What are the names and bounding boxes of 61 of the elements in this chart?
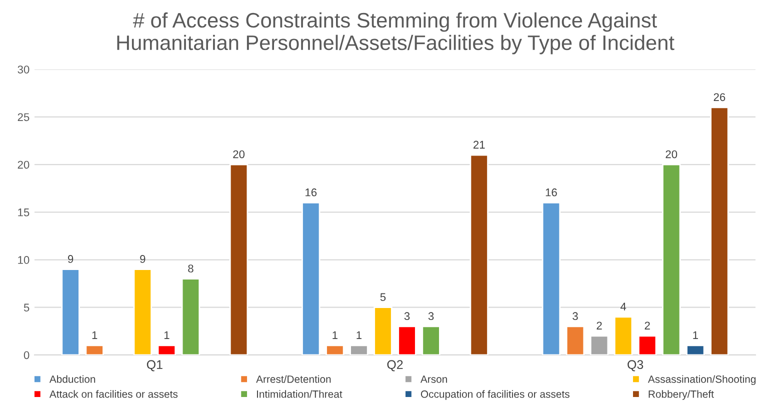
bar [566,326,585,355]
x-tick-label: Q2 [387,360,403,372]
data-label: 4 [620,302,626,310]
data-label: 16 [546,188,557,196]
y-tick-label: 0 [24,351,30,360]
bar [638,335,657,355]
legend-label: Attack on facilities or assets [49,390,178,398]
legend-label: Occupation of facilities or assets [420,390,570,400]
x-tick-label: Q3 [628,360,644,372]
data-label: 1 [693,331,698,339]
data-label: 20 [233,150,245,158]
y-tick-label: 15 [18,208,30,216]
legend-label: Arson [420,376,447,383]
bar [229,164,248,355]
data-label: 21 [474,140,485,149]
bar [157,344,176,355]
bar [133,268,152,355]
bar [686,344,705,355]
bar [350,344,368,355]
bar [181,278,200,355]
bar [302,202,320,355]
legend-label: Assassination/Shooting [648,375,756,385]
y-tick-label: 5 [24,304,30,312]
data-label: 20 [666,150,678,158]
data-label: 1 [356,331,362,339]
bar [398,326,416,355]
bar [662,164,681,355]
legend-label: Intimidation/Threat [257,390,342,398]
y-tick-label: 20 [18,160,30,169]
data-label: 8 [188,264,194,272]
data-label: 9 [140,255,146,263]
y-tick-label: 30 [18,66,30,74]
bar [422,326,440,355]
data-label: 1 [92,331,98,339]
bar [61,268,80,355]
legend-label: Arrest/Detention [256,375,331,383]
data-label: 3 [404,312,410,320]
data-label: 3 [572,312,578,320]
bar [590,335,609,355]
bar [710,106,729,355]
bar [326,344,344,355]
data-label: 2 [596,322,602,330]
data-label: 26 [714,93,726,102]
bar [85,344,104,355]
x-tick-label: Q1 [146,360,162,372]
data-label: 2 [644,322,650,330]
y-tick-label: 10 [18,256,30,264]
chart-title: # of Access Constraints Stemming from Violence Against Humanitarian Personnel/Assets/Facilities by Type of Incident [117,12,674,54]
data-label: 16 [306,188,317,196]
data-label: 9 [68,255,74,263]
legend-label: Robbery/Theft [648,390,714,400]
y-tick-label: 25 [18,113,30,122]
data-label: 3 [428,312,434,320]
bar [470,154,488,355]
bar [614,316,633,355]
bar [374,306,392,355]
data-label: 5 [380,293,386,301]
bar [542,202,561,355]
legend-label: Abduction [49,375,96,383]
data-label: 1 [332,331,338,339]
data-label: 1 [164,331,170,339]
